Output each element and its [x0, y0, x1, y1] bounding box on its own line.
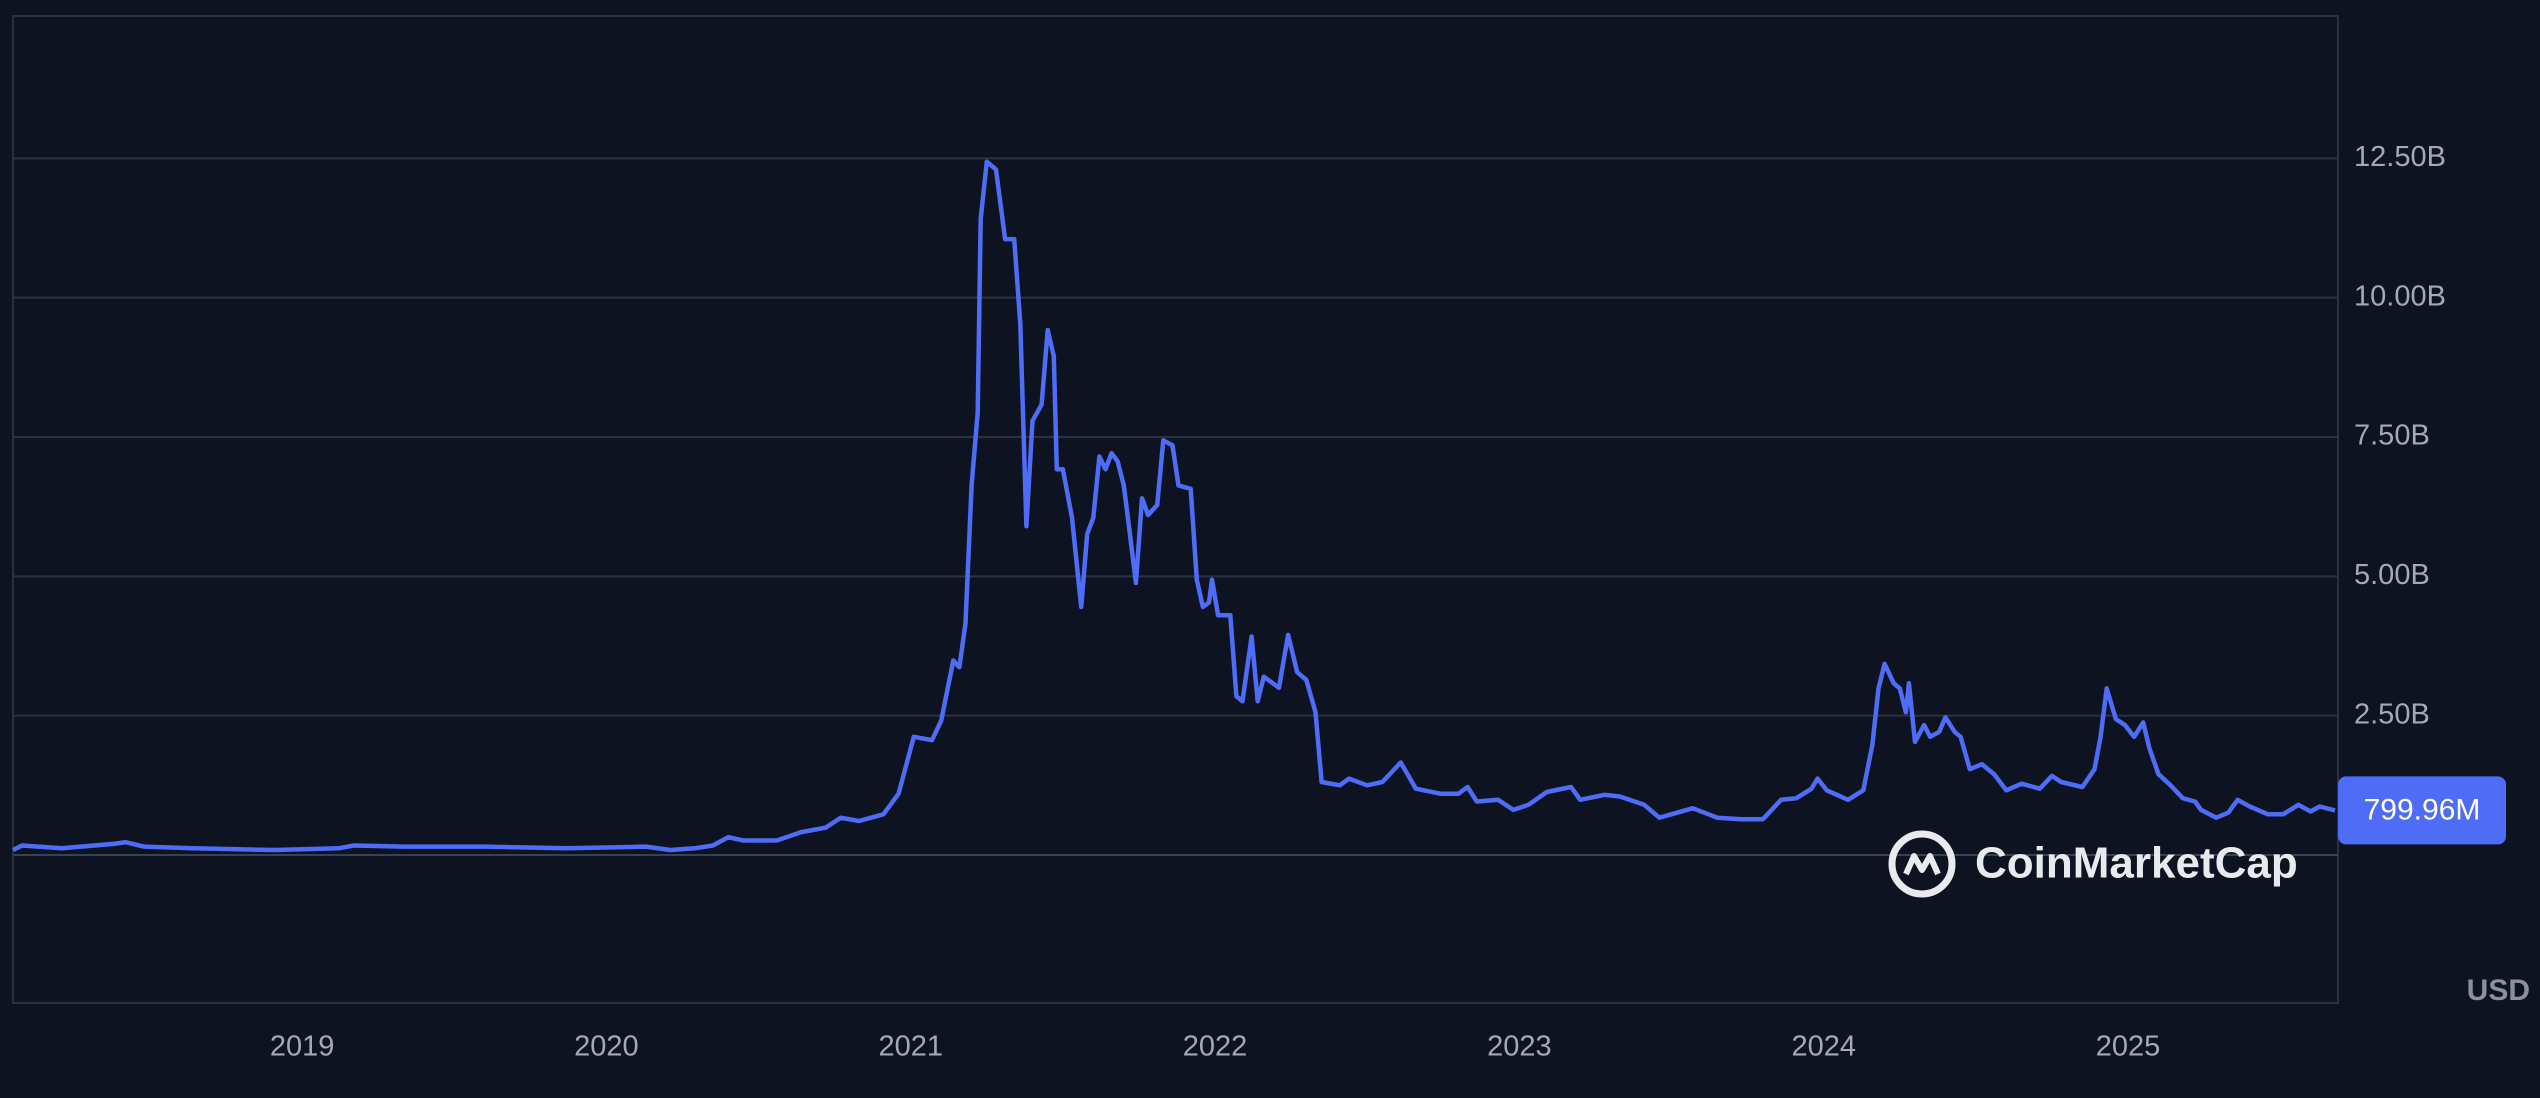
y-tick-label: 5.00B — [2354, 559, 2430, 591]
x-tick-label: 2021 — [878, 1031, 943, 1063]
x-tick-label: 2025 — [2096, 1031, 2161, 1063]
y-tick-label: 7.50B — [2354, 420, 2430, 452]
x-tick-label: 2020 — [574, 1031, 639, 1063]
plot-frame — [12, 15, 2339, 1004]
x-tick-label: 2024 — [1791, 1031, 1856, 1063]
currency-label: USD — [2467, 974, 2530, 1007]
y-tick-label: 10.00B — [2354, 280, 2446, 312]
x-tick-label: 2022 — [1183, 1031, 1248, 1063]
x-tick-label: 2023 — [1487, 1031, 1552, 1063]
y-tick-label: 2.50B — [2354, 698, 2430, 730]
last-value-badge — [2338, 776, 2506, 845]
x-tick-label: 2019 — [270, 1031, 335, 1063]
watermark-logo — [1888, 830, 1956, 898]
y-tick-label: 12.50B — [2354, 141, 2446, 173]
line — [12, 159, 2336, 853]
last-value-label: 799.96M — [2364, 793, 2481, 826]
watermark: CoinMarketCap — [1975, 839, 2298, 888]
